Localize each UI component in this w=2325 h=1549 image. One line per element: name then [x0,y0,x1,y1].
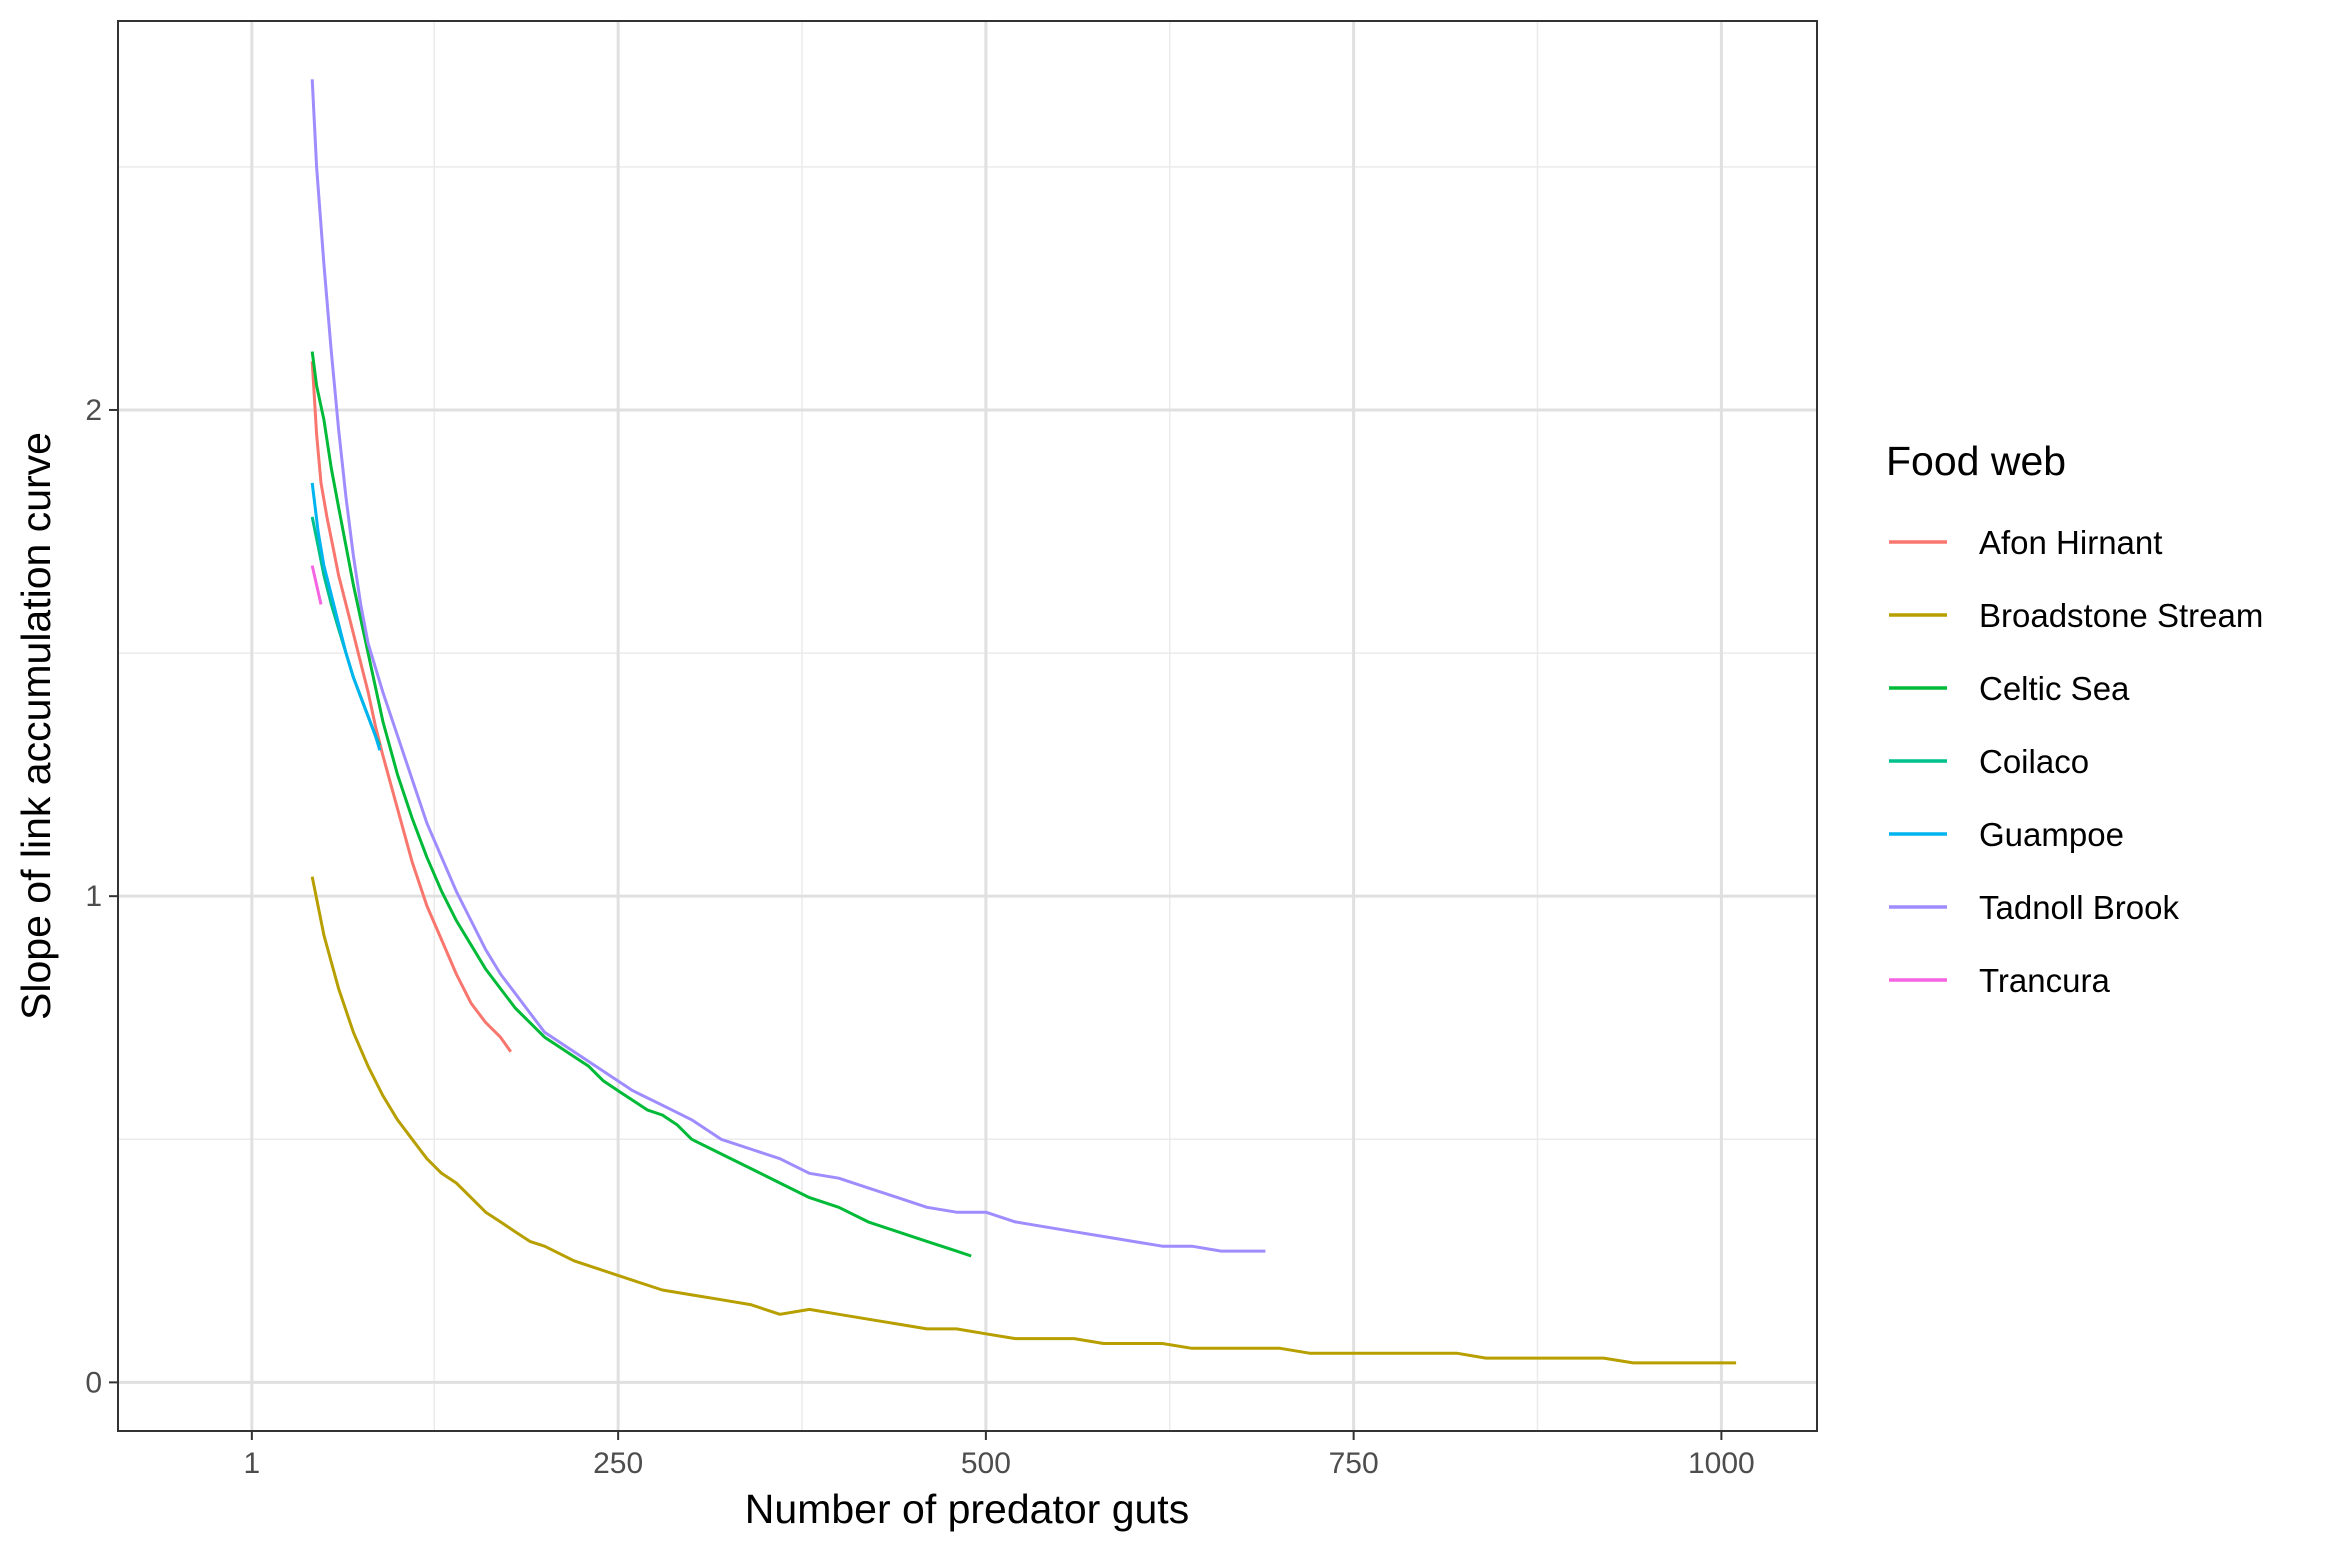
series-line-celtic-sea [310,351,972,1258]
legend-label-afon-hirnant: Afon Hirnant [1979,524,2162,561]
series-line-guampoe [310,482,382,751]
panel-background [118,21,1817,1431]
series-line-trancura [310,565,323,605]
panel-border [117,20,1818,1432]
legend-items: Afon Hirnant Broadstone Stream Celtic Sea C… [1889,524,2263,999]
series-line-broadstone-stream [310,876,1737,1365]
y-axis-ticks: 0 1 2 [85,394,118,1399]
series-line-tadnoll-brook [310,79,1266,1253]
major-grid [118,21,1817,1431]
series-line-afon-hirnant [310,361,513,1053]
legend-label-trancura: Trancura [1979,962,2110,999]
x-tick-label: 500 [961,1447,1011,1480]
minor-grid [118,21,1817,1431]
y-tick-label: 2 [85,394,102,427]
legend-label-broadstone-stream: Broadstone Stream [1979,597,2263,634]
legend-title: Food web [1886,438,2066,484]
legend-label-tadnoll-brook: Tadnoll Brook [1979,889,2179,926]
legend-label-guampoe: Guampoe [1979,816,2124,853]
x-tick-label: 250 [593,1447,643,1480]
x-tick-label: 1000 [1688,1447,1755,1480]
series-lines [310,79,1737,1365]
legend-label-coilaco: Coilaco [1979,743,2089,780]
y-tick-label: 0 [85,1366,102,1399]
x-axis-title: Number of predator guts [745,1486,1189,1532]
x-axis-ticks: 1 250 500 750 1000 [244,1431,1755,1480]
x-tick-label: 1 [244,1447,261,1480]
legend-label-celtic-sea: Celtic Sea [1979,670,2130,707]
y-tick-label: 1 [85,880,102,913]
y-axis-title: Slope of link accumulation curve [13,432,59,1020]
legend: Food web Afon Hirnant Broadstone Stream Ce… [1886,438,2263,999]
x-tick-label: 750 [1329,1447,1379,1480]
